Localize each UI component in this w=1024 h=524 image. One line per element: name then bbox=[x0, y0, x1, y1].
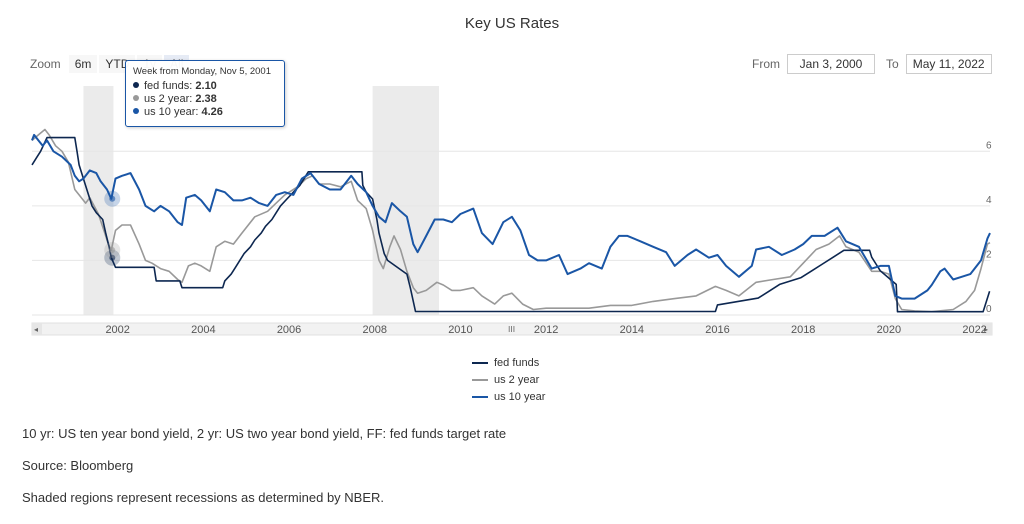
us-10-year-dot-icon bbox=[133, 108, 139, 114]
tooltip-value: 2.38 bbox=[195, 93, 217, 105]
x-tick-label-2012: 2012 bbox=[534, 324, 558, 336]
legend-swatch bbox=[472, 361, 488, 364]
hover-point-1 bbox=[109, 247, 116, 254]
x-tick-label-2006: 2006 bbox=[277, 324, 301, 336]
x-tick-label-2016: 2016 bbox=[705, 324, 729, 336]
x-tick-label-2018: 2018 bbox=[791, 324, 815, 336]
tooltip-value: 2.10 bbox=[195, 80, 217, 92]
x-tick-label-2002: 2002 bbox=[105, 324, 129, 336]
x-tick-label-2022: 2022 bbox=[962, 324, 986, 336]
recession-bands bbox=[83, 86, 440, 315]
zoom-label: Zoom bbox=[30, 57, 61, 71]
footnote-recessions: Shaded regions represent recessions as d… bbox=[22, 490, 385, 505]
scrollbar-grip-icon: III bbox=[508, 325, 515, 334]
legend-label: fed funds bbox=[494, 356, 540, 369]
x-axis-ticks: 2002 2004 2006 2008 2010 2012 2014 2016 2018 2020… bbox=[105, 324, 986, 336]
scrollbar-right-arrow-icon bbox=[982, 323, 992, 335]
zoom-6m-button[interactable]: 6m bbox=[68, 55, 98, 73]
chart-legend: fed funds us 2 year us 10 year bbox=[472, 354, 545, 405]
scrollbar-left-arrow-icon bbox=[32, 323, 42, 335]
x-tick-label-2008: 2008 bbox=[363, 324, 387, 336]
to-date-input[interactable] bbox=[905, 54, 992, 74]
legend-item-us-10-year[interactable]: us 10 year bbox=[472, 388, 545, 405]
footnote-source: Source: Bloomberg bbox=[22, 458, 134, 473]
y-tick-label-6: 6 bbox=[986, 140, 992, 151]
x-tick-label-2010: 2010 bbox=[448, 324, 472, 336]
tooltip-row-us-10-year: us 10 year: 4.26 bbox=[133, 106, 277, 119]
series-lines bbox=[31, 128, 991, 313]
footnote-definitions: 10 yr: US ten year bond yield, 2 yr: US … bbox=[22, 426, 507, 441]
chart-title: Key US Rates bbox=[464, 15, 560, 32]
tooltip-row-us-2-year: us 2 year: 2.38 bbox=[133, 93, 277, 106]
legend-item-us-2-year[interactable]: us 2 year bbox=[472, 371, 545, 388]
navigator-scrollbar[interactable]: ◂ ▸ III bbox=[31, 322, 993, 336]
y-tick-label-0: 0 bbox=[986, 304, 992, 315]
y-axis-ticks: 0 2 4 6 bbox=[986, 140, 992, 315]
x-tick-label-2020: 2020 bbox=[877, 324, 901, 336]
series-line-us-2-year bbox=[31, 128, 991, 313]
hover-markers bbox=[104, 190, 121, 266]
hover-tooltip: Week from Monday, Nov 5, 2001 fed funds:… bbox=[125, 60, 285, 127]
x-tick-label-2014: 2014 bbox=[620, 324, 644, 336]
tooltip-name: us 10 year bbox=[144, 106, 196, 118]
left-arrow-glyph: ◂ bbox=[34, 325, 38, 334]
x-tick-label-2004: 2004 bbox=[191, 324, 215, 336]
series-line-us-10-year bbox=[31, 133, 991, 300]
legend-label: us 10 year bbox=[494, 390, 546, 403]
tooltip-name: fed funds bbox=[144, 80, 190, 92]
hover-point-0 bbox=[109, 254, 116, 261]
legend-swatch bbox=[472, 395, 488, 398]
right-arrow-glyph: ▸ bbox=[984, 325, 988, 334]
grid-lines bbox=[32, 150, 990, 316]
y-tick-label-2: 2 bbox=[986, 249, 992, 260]
series-line-fed-funds bbox=[31, 136, 991, 313]
to-label: To bbox=[886, 57, 899, 71]
legend-swatch bbox=[472, 378, 488, 381]
legend-label: us 2 year bbox=[494, 373, 540, 386]
y-tick-label-4: 4 bbox=[986, 195, 992, 206]
from-date-input[interactable] bbox=[787, 54, 875, 74]
tooltip-value: 4.26 bbox=[201, 106, 223, 118]
hover-point-2 bbox=[109, 195, 116, 202]
legend-item-fed-funds[interactable]: fed funds bbox=[472, 354, 545, 371]
tooltip-header: Week from Monday, Nov 5, 2001 bbox=[133, 66, 271, 77]
fed-funds-dot-icon bbox=[133, 82, 139, 88]
us-2-year-dot-icon bbox=[133, 95, 139, 101]
tooltip-row-fed-funds: fed funds: 2.10 bbox=[133, 80, 277, 93]
recession-band-2 bbox=[372, 86, 440, 315]
from-label: From bbox=[752, 57, 780, 71]
date-range: From To bbox=[752, 54, 992, 74]
tooltip-name: us 2 year bbox=[144, 93, 190, 105]
